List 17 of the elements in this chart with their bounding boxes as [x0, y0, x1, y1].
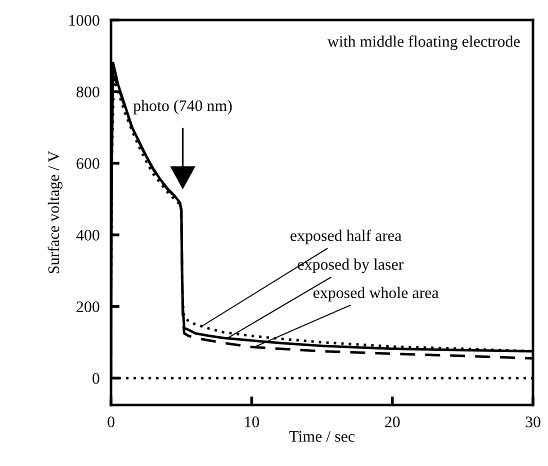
y-tick-label: 800 [76, 86, 100, 98]
x-tick-label: 10 [245, 416, 260, 428]
annotation: with middle floating electrode [327, 35, 520, 50]
x-tick-label: 0 [108, 416, 114, 428]
y-tick-label: 0 [92, 373, 100, 384]
annotation: exposed whole area [313, 286, 439, 302]
y-tick-label: 1000 [69, 14, 100, 26]
x-tick-label: 30 [526, 416, 540, 428]
y-tick-label: 400 [76, 230, 100, 241]
x-axis-title: Time / sec [289, 431, 354, 442]
y-axis-title: Surface voltage / V [48, 150, 62, 274]
annotation: photo (740 nm) [133, 100, 232, 114]
x-tick-label: 20 [385, 416, 400, 428]
y-tick-label: 600 [76, 158, 100, 169]
y-tick-label: 200 [76, 301, 100, 312]
annotation: exposed half area [290, 230, 402, 244]
annotation: exposed by laser [298, 258, 404, 274]
